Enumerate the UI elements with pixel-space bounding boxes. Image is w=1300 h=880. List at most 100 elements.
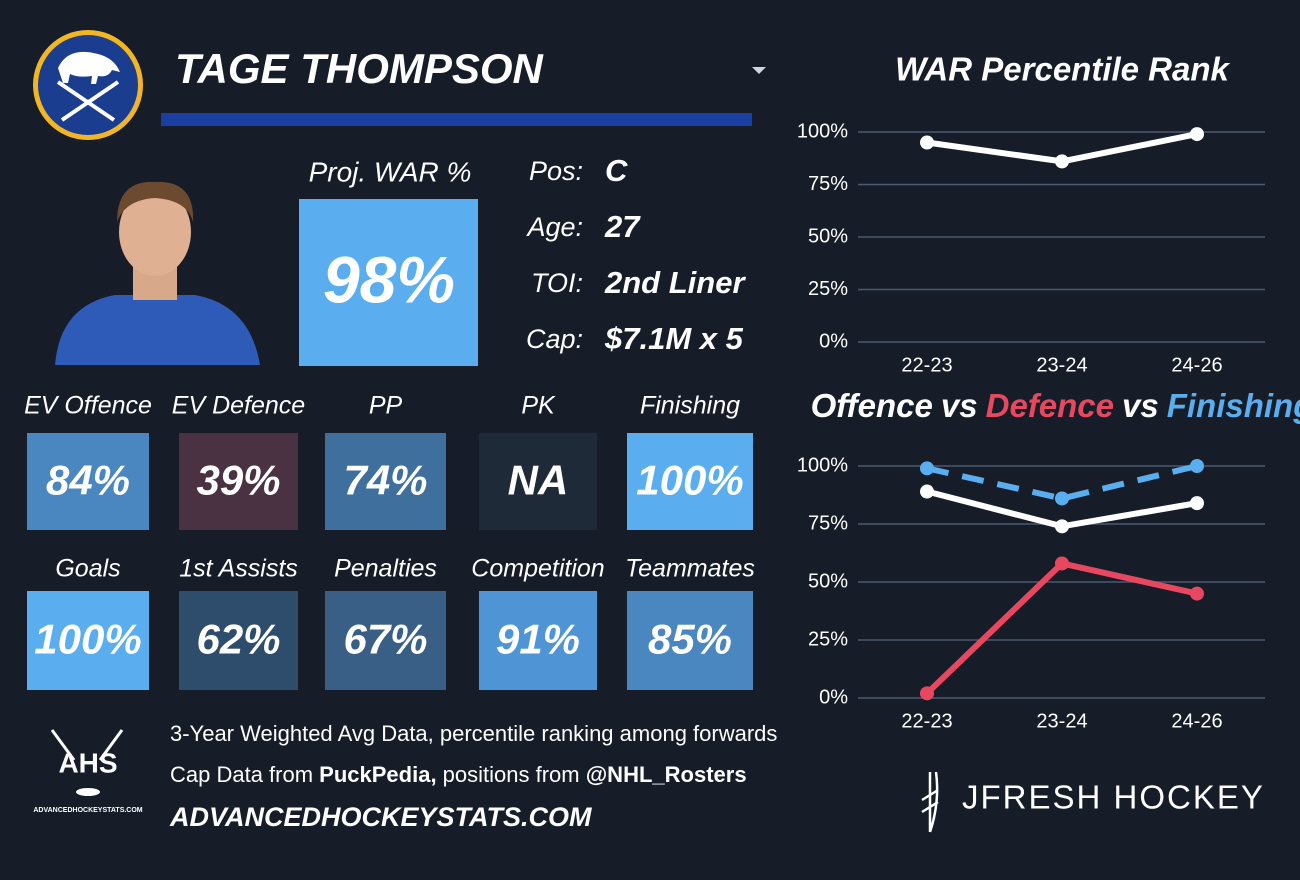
- chart-title: Offence vs Defence vs Finishing: [811, 387, 1300, 424]
- info-value: $7.1M x 5: [604, 321, 744, 356]
- tiles: EV Offence 84% EV Defence 39% PP 74% PK NA Finis…: [24, 392, 755, 690]
- tile: [27, 591, 149, 690]
- tile-label: Penalties: [334, 555, 437, 583]
- x-tick-label: 23-24: [1036, 710, 1087, 732]
- tile: [325, 591, 446, 690]
- tile-label: Goals: [55, 555, 120, 583]
- name-underline: [161, 113, 752, 126]
- footer-segment: Cap Data from: [170, 762, 319, 787]
- footer-segment: PuckPedia,: [319, 762, 436, 787]
- ahs-logo: [50, 729, 124, 796]
- y-tick-label: 100%: [797, 454, 848, 476]
- point: [1055, 556, 1069, 571]
- dropdown-arrow[interactable]: [752, 67, 766, 74]
- tile-value: NA: [508, 457, 569, 504]
- footer: 3-Year Weighted Avg Data, percentile ran…: [169, 721, 777, 832]
- footer-segment: @NHL_Rosters: [586, 762, 747, 787]
- war-box: [299, 199, 478, 366]
- y-tick-label: 75%: [808, 173, 848, 195]
- brand-logo: [921, 771, 939, 833]
- info-label: TOI:: [531, 268, 583, 298]
- x-tick-label: 24-26: [1171, 710, 1222, 732]
- brand-name: JFRESH HOCKEY: [962, 779, 1265, 816]
- info-value: 27: [604, 209, 641, 244]
- footer-line: ADVANCEDHOCKEYSTATS.COM: [169, 802, 592, 832]
- y-tick-label: 25%: [808, 278, 848, 300]
- tile: [479, 433, 597, 530]
- chart-title: WAR Percentile Rank: [895, 51, 1230, 88]
- ahs-logo-text: AHS: [58, 747, 117, 778]
- war-value: 98%: [323, 242, 455, 316]
- tile-label: 1st Assists: [179, 555, 298, 583]
- charts: WAR Percentile Rank 0% 25% 50% 75% 100% 22-23 2…: [797, 51, 1300, 733]
- tile-label: EV Defence: [172, 392, 305, 420]
- y-tick-label: 50%: [808, 225, 848, 247]
- info-label: Cap:: [526, 324, 583, 354]
- footer-line: 3-Year Weighted Avg Data, percentile ran…: [170, 721, 777, 746]
- y-tick-label: 0%: [819, 330, 848, 352]
- y-tick-label: 100%: [797, 120, 848, 142]
- tile-value: 74%: [343, 457, 427, 504]
- tile-value: 84%: [46, 457, 130, 504]
- tile-label: Teammates: [625, 555, 755, 583]
- war-label: Proj. WAR %: [309, 156, 472, 187]
- tile: [627, 433, 753, 530]
- tile: [479, 591, 597, 690]
- tile: [627, 591, 753, 690]
- y-tick-label: 50%: [808, 570, 848, 592]
- point: [1190, 459, 1204, 473]
- y-tick-label: 0%: [819, 686, 848, 708]
- point: [920, 135, 934, 150]
- footer-line: Cap Data from PuckPedia, positions from …: [170, 762, 747, 787]
- ahs-site: ADVANCEDHOCKEYSTATS.COM: [33, 807, 142, 814]
- tile-value: 67%: [343, 616, 427, 663]
- point: [1055, 519, 1069, 534]
- x-tick-label: 22-23: [901, 354, 952, 376]
- tile-value: 100%: [636, 457, 743, 504]
- player-headshot: [55, 181, 260, 365]
- tile-value: 100%: [34, 616, 141, 663]
- tile: [179, 591, 298, 690]
- info-value: C: [605, 153, 628, 188]
- legend-entry: Finishing: [1167, 387, 1300, 424]
- x-tick-label: 24-26: [1171, 354, 1222, 376]
- tile-value: 39%: [196, 457, 280, 504]
- x-tick-label: 22-23: [901, 710, 952, 732]
- title-joiner: vs: [941, 387, 978, 424]
- y-tick-label: 75%: [808, 512, 848, 534]
- point: [1190, 586, 1204, 601]
- footer-segment: positions from: [437, 762, 586, 787]
- x-tick-label: 23-24: [1036, 354, 1087, 376]
- tile-label: Competition: [471, 555, 604, 583]
- footer-segment: 3-Year Weighted Avg Data, percentile ran…: [170, 721, 777, 746]
- point: [920, 686, 934, 701]
- footer-segment: ADVANCEDHOCKEYSTATS.COM: [169, 802, 592, 832]
- point: [1055, 154, 1069, 169]
- point: [1190, 496, 1204, 511]
- title-joiner: vs: [1122, 387, 1159, 424]
- tile-label: EV Offence: [24, 392, 152, 420]
- point: [1190, 127, 1204, 142]
- player-info: Pos: C Age: 27 TOI: 2nd Liner Cap: $7.1M x 5: [525, 153, 746, 356]
- tile-value: 62%: [196, 616, 280, 663]
- tile-label: PK: [521, 392, 556, 420]
- legend-entry: Offence: [811, 387, 933, 424]
- info-label: Age:: [525, 212, 583, 242]
- info-label: Pos:: [529, 156, 583, 186]
- tile-value: 91%: [496, 616, 580, 663]
- y-tick-label: 25%: [808, 628, 848, 650]
- series-line: [926, 463, 1198, 502]
- team-logo: [33, 30, 143, 140]
- tile-label: PP: [369, 392, 403, 420]
- point: [920, 484, 934, 499]
- info-value: 2nd Liner: [604, 265, 746, 300]
- tile: [27, 433, 149, 530]
- tile: [179, 433, 298, 530]
- tile-label: Finishing: [640, 392, 740, 420]
- point: [1055, 491, 1069, 506]
- tile-value: 85%: [648, 616, 732, 663]
- point: [920, 461, 934, 476]
- legend-entry: Defence: [986, 387, 1114, 424]
